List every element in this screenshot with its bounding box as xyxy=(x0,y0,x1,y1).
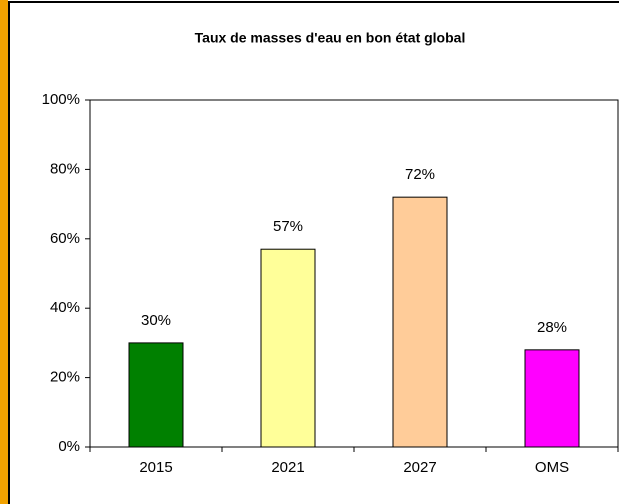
data-label: 28% xyxy=(537,319,567,336)
x-tick-label: 2027 xyxy=(403,459,436,476)
y-tick-label: 40% xyxy=(50,299,80,316)
bar xyxy=(128,342,184,448)
x-tick-label: 2015 xyxy=(139,459,172,476)
y-tick-label: 0% xyxy=(58,438,80,455)
bar xyxy=(392,196,448,448)
side-stripe xyxy=(0,0,8,504)
data-label: 72% xyxy=(405,166,435,183)
data-label: 57% xyxy=(273,218,303,235)
x-tick-label: OMS xyxy=(535,459,569,476)
bar xyxy=(524,349,580,448)
y-tick-label: 80% xyxy=(50,160,80,177)
bar xyxy=(260,248,316,448)
y-tick-label: 60% xyxy=(50,230,80,247)
y-tick-label: 100% xyxy=(42,91,80,108)
data-label: 30% xyxy=(141,312,171,329)
x-tick-label: 2021 xyxy=(271,459,304,476)
y-tick-label: 20% xyxy=(50,369,80,386)
chart-title: Taux de masses d'eau en bon état global xyxy=(195,30,466,46)
